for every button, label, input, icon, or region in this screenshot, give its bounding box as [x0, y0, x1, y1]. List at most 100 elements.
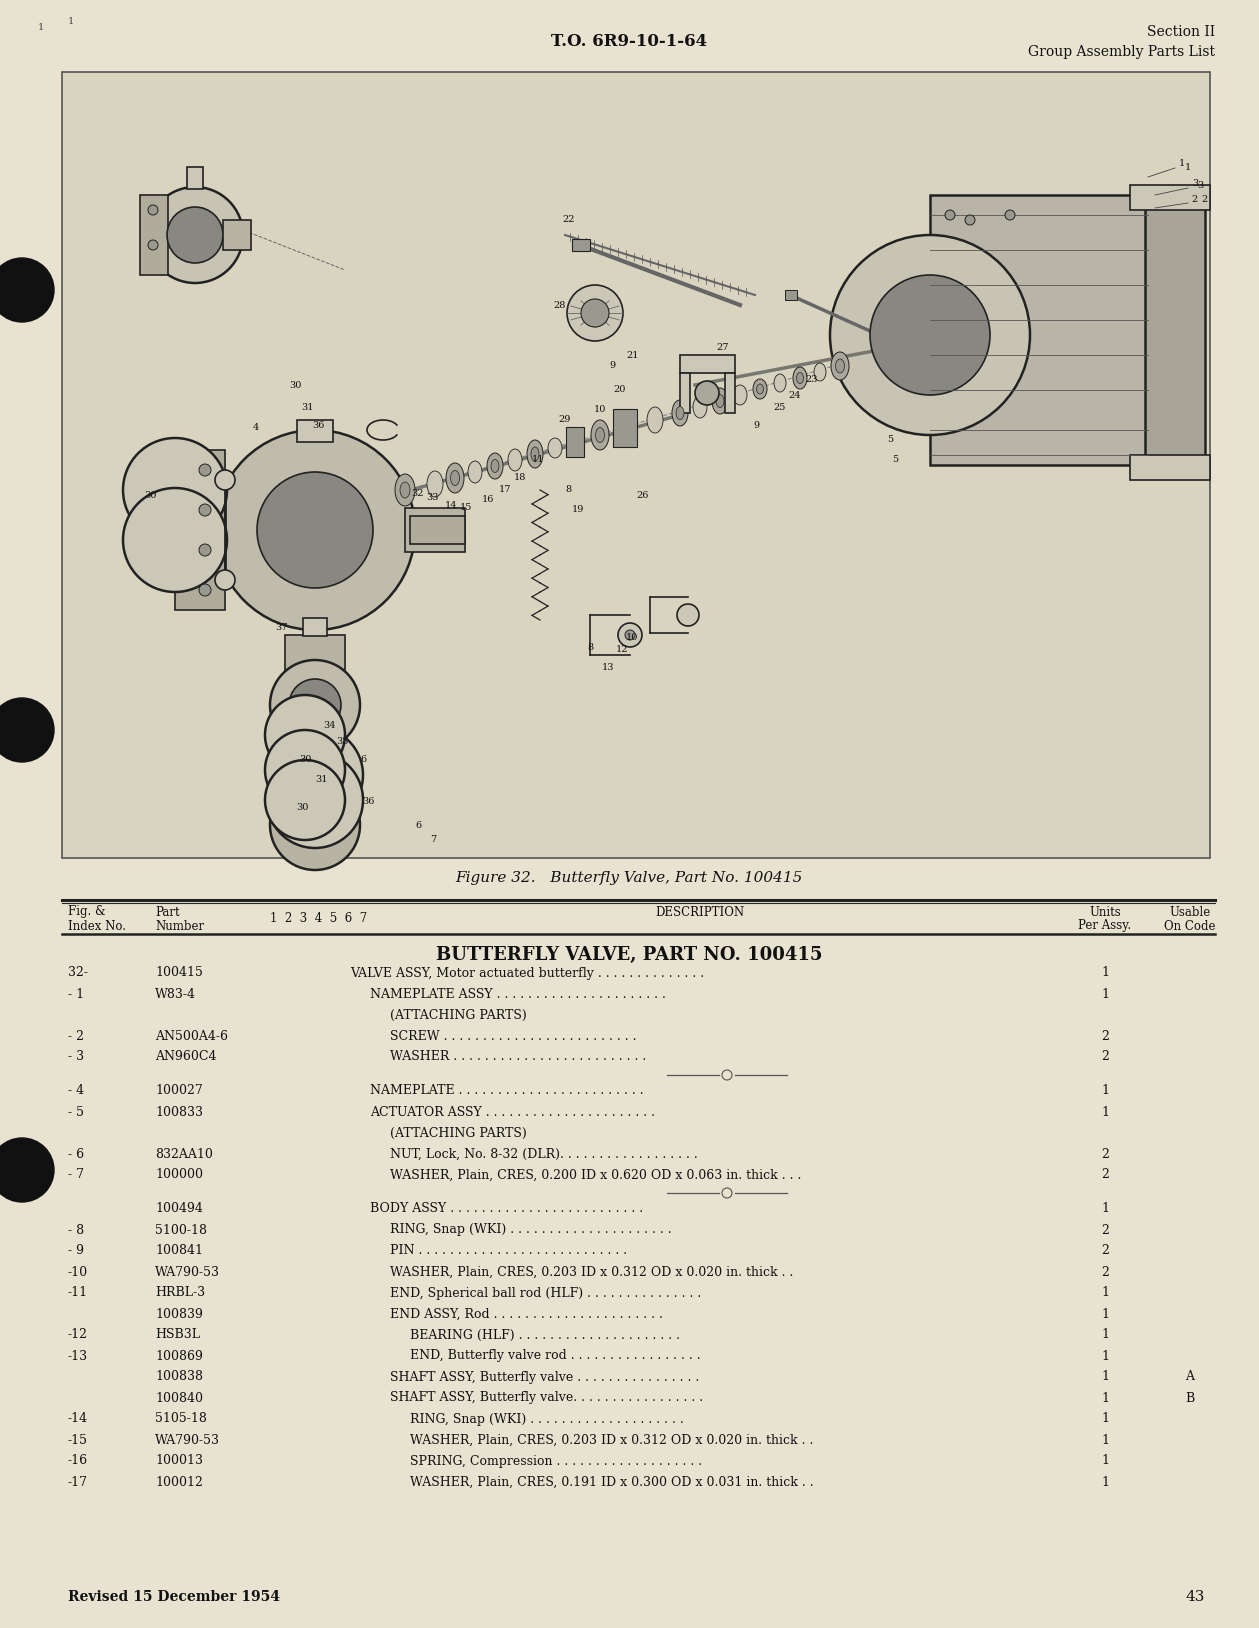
Text: 19: 19	[572, 506, 584, 514]
Text: 21: 21	[627, 350, 640, 360]
Circle shape	[264, 729, 345, 811]
Text: END, Spherical ball rod (HLF) . . . . . . . . . . . . . . .: END, Spherical ball rod (HLF) . . . . . …	[390, 1286, 701, 1299]
Text: PIN . . . . . . . . . . . . . . . . . . . . . . . . . . .: PIN . . . . . . . . . . . . . . . . . . …	[390, 1244, 627, 1257]
Circle shape	[131, 446, 219, 534]
Text: 1: 1	[1102, 1434, 1109, 1447]
Circle shape	[149, 205, 157, 215]
Bar	[223, 220, 251, 251]
Ellipse shape	[672, 400, 687, 427]
Text: 5105-18: 5105-18	[155, 1413, 206, 1426]
Circle shape	[1005, 210, 1015, 220]
Ellipse shape	[528, 440, 543, 467]
Text: WASHER, Plain, CRES, 0.203 ID x 0.312 OD x 0.020 in. thick . .: WASHER, Plain, CRES, 0.203 ID x 0.312 OD…	[390, 1265, 793, 1278]
Text: 36: 36	[312, 420, 324, 430]
Text: Usable: Usable	[1170, 905, 1211, 918]
Bar	[405, 508, 465, 552]
Text: -16: -16	[68, 1454, 88, 1467]
Text: 9: 9	[609, 360, 616, 370]
Circle shape	[267, 752, 363, 848]
Text: 100000: 100000	[155, 1169, 203, 1182]
Text: 2: 2	[1102, 1244, 1109, 1257]
Ellipse shape	[836, 360, 845, 373]
Text: 100838: 100838	[155, 1371, 203, 1384]
Text: - 6: - 6	[68, 1148, 84, 1161]
Text: -15: -15	[68, 1434, 88, 1447]
Text: AN960C4: AN960C4	[155, 1050, 217, 1063]
Circle shape	[123, 488, 227, 593]
Circle shape	[264, 695, 345, 775]
Text: -11: -11	[68, 1286, 88, 1299]
Ellipse shape	[753, 379, 767, 399]
Circle shape	[695, 381, 719, 405]
Text: 1: 1	[1185, 163, 1191, 173]
Circle shape	[0, 257, 54, 322]
Text: 1: 1	[1102, 1286, 1109, 1299]
Ellipse shape	[596, 428, 604, 443]
Ellipse shape	[548, 438, 562, 457]
Ellipse shape	[451, 470, 460, 485]
Text: 2: 2	[1192, 195, 1199, 205]
Text: 31: 31	[302, 404, 315, 412]
Text: 100840: 100840	[155, 1392, 203, 1405]
Text: 100027: 100027	[155, 1084, 203, 1097]
Text: BODY ASSY . . . . . . . . . . . . . . . . . . . . . . . . .: BODY ASSY . . . . . . . . . . . . . . . …	[370, 1203, 643, 1216]
Text: 26: 26	[637, 490, 650, 500]
Ellipse shape	[733, 384, 747, 405]
Text: 1: 1	[1102, 1413, 1109, 1426]
Ellipse shape	[487, 453, 504, 479]
Text: END ASSY, Rod . . . . . . . . . . . . . . . . . . . . . .: END ASSY, Rod . . . . . . . . . . . . . …	[390, 1307, 663, 1320]
Ellipse shape	[815, 363, 826, 381]
Circle shape	[131, 497, 219, 584]
Text: 30: 30	[288, 381, 301, 389]
Text: WA790-53: WA790-53	[155, 1265, 220, 1278]
Ellipse shape	[590, 420, 609, 449]
Circle shape	[0, 1138, 54, 1201]
Text: 1: 1	[1102, 1105, 1109, 1118]
Text: BEARING (HLF) . . . . . . . . . . . . . . . . . . . . .: BEARING (HLF) . . . . . . . . . . . . . …	[410, 1328, 680, 1341]
Circle shape	[946, 210, 956, 220]
Bar	[613, 409, 637, 448]
Text: 22: 22	[563, 215, 575, 225]
Text: Index No.: Index No.	[68, 920, 126, 933]
Text: Figure 32.   Butterfly Valve, Part No. 100415: Figure 32. Butterfly Valve, Part No. 100…	[456, 871, 803, 886]
Text: 1: 1	[1102, 1371, 1109, 1384]
Text: 32-: 32-	[68, 967, 88, 980]
Text: 3: 3	[1197, 181, 1204, 189]
Circle shape	[215, 570, 235, 589]
Text: -17: -17	[68, 1475, 88, 1488]
Ellipse shape	[757, 384, 763, 394]
Circle shape	[215, 430, 415, 630]
Text: 100833: 100833	[155, 1105, 203, 1118]
Text: 1: 1	[1178, 158, 1185, 168]
Ellipse shape	[491, 459, 499, 472]
Ellipse shape	[395, 474, 415, 506]
Circle shape	[167, 207, 223, 264]
Text: 2: 2	[1202, 195, 1209, 205]
Text: 8: 8	[587, 643, 593, 653]
Text: - 8: - 8	[68, 1224, 84, 1237]
Text: Revised 15 December 1954: Revised 15 December 1954	[68, 1591, 279, 1604]
Circle shape	[199, 464, 212, 475]
Text: 2: 2	[1102, 1050, 1109, 1063]
Text: 1: 1	[1102, 1392, 1109, 1405]
Text: 1  2  3  4  5  6  7: 1 2 3 4 5 6 7	[269, 913, 368, 925]
Text: (ATTACHING PARTS): (ATTACHING PARTS)	[390, 1127, 526, 1140]
Ellipse shape	[793, 366, 807, 389]
Circle shape	[721, 1070, 731, 1079]
Text: 16: 16	[482, 495, 495, 505]
Text: WASHER, Plain, CRES, 0.191 ID x 0.300 OD x 0.031 in. thick . .: WASHER, Plain, CRES, 0.191 ID x 0.300 OD…	[410, 1475, 813, 1488]
Text: -12: -12	[68, 1328, 88, 1341]
Text: 27: 27	[716, 344, 729, 353]
Text: T.O. 6R9-10-1-64: T.O. 6R9-10-1-64	[551, 34, 708, 50]
Text: -13: -13	[68, 1350, 88, 1363]
Circle shape	[149, 239, 157, 251]
Text: 10: 10	[594, 405, 606, 415]
Bar	[786, 290, 797, 300]
Text: On Code: On Code	[1165, 920, 1216, 933]
Text: Group Assembly Parts List: Group Assembly Parts List	[1029, 46, 1215, 59]
Text: AN500A4-6: AN500A4-6	[155, 1029, 228, 1042]
Circle shape	[830, 234, 1030, 435]
Circle shape	[580, 300, 609, 327]
Circle shape	[618, 624, 642, 646]
Bar	[285, 635, 345, 685]
